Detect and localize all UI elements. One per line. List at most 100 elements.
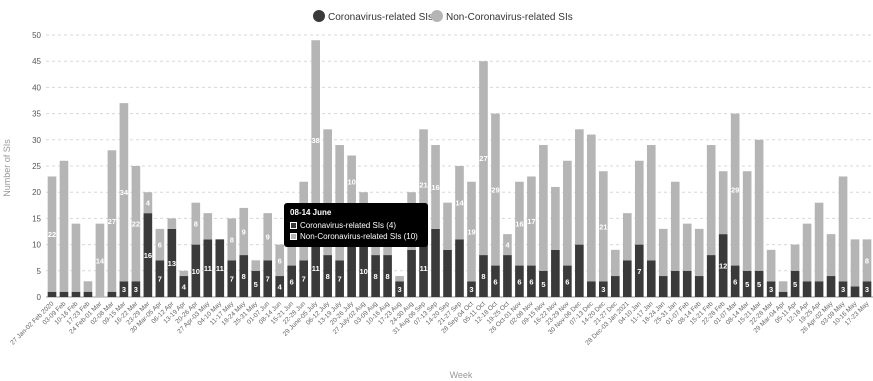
bar-coronavirus[interactable] [814,281,824,297]
bar-coronavirus[interactable] [515,265,524,297]
bar-non-coronavirus[interactable] [479,61,488,256]
bar-coronavirus[interactable] [395,281,404,297]
bar-non-coronavirus[interactable] [539,145,548,271]
bar-coronavirus[interactable] [718,234,728,297]
bar-coronavirus[interactable] [527,265,536,297]
bar-non-coronavirus[interactable] [838,176,848,282]
bar-coronavirus[interactable] [359,244,368,297]
bar-coronavirus[interactable] [551,249,560,297]
bar-coronavirus[interactable] [563,265,572,297]
bar-non-coronavirus[interactable] [83,281,93,292]
bar-coronavirus[interactable] [539,270,548,297]
bar-non-coronavirus[interactable] [754,139,764,271]
bar-coronavirus[interactable] [491,265,500,297]
bar-non-coronavirus[interactable] [826,234,836,277]
bar-coronavirus[interactable] [155,260,165,297]
bar-coronavirus[interactable] [802,281,812,297]
bar-non-coronavirus[interactable] [335,145,344,261]
bar-coronavirus[interactable] [766,281,776,297]
bar-coronavirus[interactable] [479,255,488,297]
bar-non-coronavirus[interactable] [179,270,189,277]
bar-coronavirus[interactable] [467,281,476,297]
bar-non-coronavirus[interactable] [191,202,201,245]
bar-non-coronavirus[interactable] [634,160,644,245]
bar-non-coronavirus[interactable] [790,244,800,271]
bar-coronavirus[interactable] [575,244,584,297]
bar-non-coronavirus[interactable] [167,218,177,229]
bar-non-coronavirus[interactable] [239,207,249,256]
bar-coronavirus[interactable] [263,260,273,297]
bar-coronavirus[interactable] [203,239,213,297]
bar-non-coronavirus[interactable] [311,40,320,240]
bar-coronavirus[interactable] [682,270,692,297]
bar-non-coronavirus[interactable] [658,228,668,277]
bar-non-coronavirus[interactable] [71,223,81,292]
bar-non-coronavirus[interactable] [419,129,428,240]
bar-coronavirus[interactable] [443,249,452,297]
bar-non-coronavirus[interactable] [95,223,105,297]
bar-non-coronavirus[interactable] [551,186,560,250]
bar-non-coronavirus[interactable] [575,129,584,245]
bar-coronavirus[interactable] [227,260,237,297]
bar-non-coronavirus[interactable] [395,276,404,282]
bar-coronavirus[interactable] [335,260,344,297]
bar-non-coronavirus[interactable] [203,213,213,240]
bar-coronavirus[interactable] [383,255,392,297]
bar-non-coronavirus[interactable] [587,134,596,282]
bar-coronavirus[interactable] [634,244,644,297]
bar-coronavirus[interactable] [71,291,81,297]
chart-legend[interactable]: Coronavirus-related SIs Non-Coronavirus-… [313,10,573,23]
bar-coronavirus[interactable] [754,270,764,297]
bar-non-coronavirus[interactable] [778,281,788,292]
bar-coronavirus[interactable] [119,281,129,297]
bar-coronavirus[interactable] [862,281,872,297]
bar-non-coronavirus[interactable] [622,213,632,261]
bar-coronavirus[interactable] [850,286,860,297]
bar-coronavirus[interactable] [610,276,620,297]
bar-non-coronavirus[interactable] [766,249,776,282]
bar-non-coronavirus[interactable] [59,160,69,292]
bar-coronavirus[interactable] [191,244,201,297]
bar-non-coronavirus[interactable] [730,113,740,266]
bar-non-coronavirus[interactable] [347,155,356,208]
bar-non-coronavirus[interactable] [742,171,752,271]
bar-coronavirus[interactable] [251,270,261,297]
bar-coronavirus[interactable] [47,291,57,297]
bar-non-coronavirus[interactable] [599,171,608,282]
bar-non-coronavirus[interactable] [47,176,57,292]
bar-non-coronavirus[interactable] [850,239,860,287]
bar-coronavirus[interactable] [838,281,848,297]
bar-coronavirus[interactable] [347,207,356,297]
bar-non-coronavirus[interactable] [694,228,704,277]
bar-coronavirus[interactable] [287,265,297,297]
bar-coronavirus[interactable] [599,281,608,297]
bar-coronavirus[interactable] [455,239,464,297]
bar-non-coronavirus[interactable] [682,223,692,271]
bar-coronavirus[interactable] [275,276,285,297]
bar-coronavirus[interactable] [299,260,309,297]
bar-coronavirus[interactable] [658,276,668,297]
bar-non-coronavirus[interactable] [491,113,500,266]
bar-coronavirus[interactable] [503,255,512,297]
bar-coronavirus[interactable] [706,255,716,297]
bar-non-coronavirus[interactable] [610,249,620,277]
bar-coronavirus[interactable] [431,228,440,297]
bar-coronavirus[interactable] [83,291,93,297]
bar-non-coronavirus[interactable] [275,244,285,277]
bar-non-coronavirus[interactable] [862,239,872,282]
bar-non-coronavirus[interactable] [802,223,812,282]
bar-coronavirus[interactable] [670,270,680,297]
bar-non-coronavirus[interactable] [515,181,524,266]
bar-coronavirus[interactable] [622,260,632,297]
bar-non-coronavirus[interactable] [706,145,716,256]
bar-non-coronavirus[interactable] [646,145,656,261]
bar-coronavirus[interactable] [107,291,117,297]
bar-coronavirus[interactable] [694,276,704,297]
bar-non-coronavirus[interactable] [251,260,261,271]
bar-coronavirus[interactable] [742,270,752,297]
bar-coronavirus[interactable] [371,255,380,297]
bar-non-coronavirus[interactable] [107,150,117,292]
bar-non-coronavirus[interactable] [467,181,476,282]
bar-coronavirus[interactable] [646,260,656,297]
bar-non-coronavirus[interactable] [503,234,512,256]
